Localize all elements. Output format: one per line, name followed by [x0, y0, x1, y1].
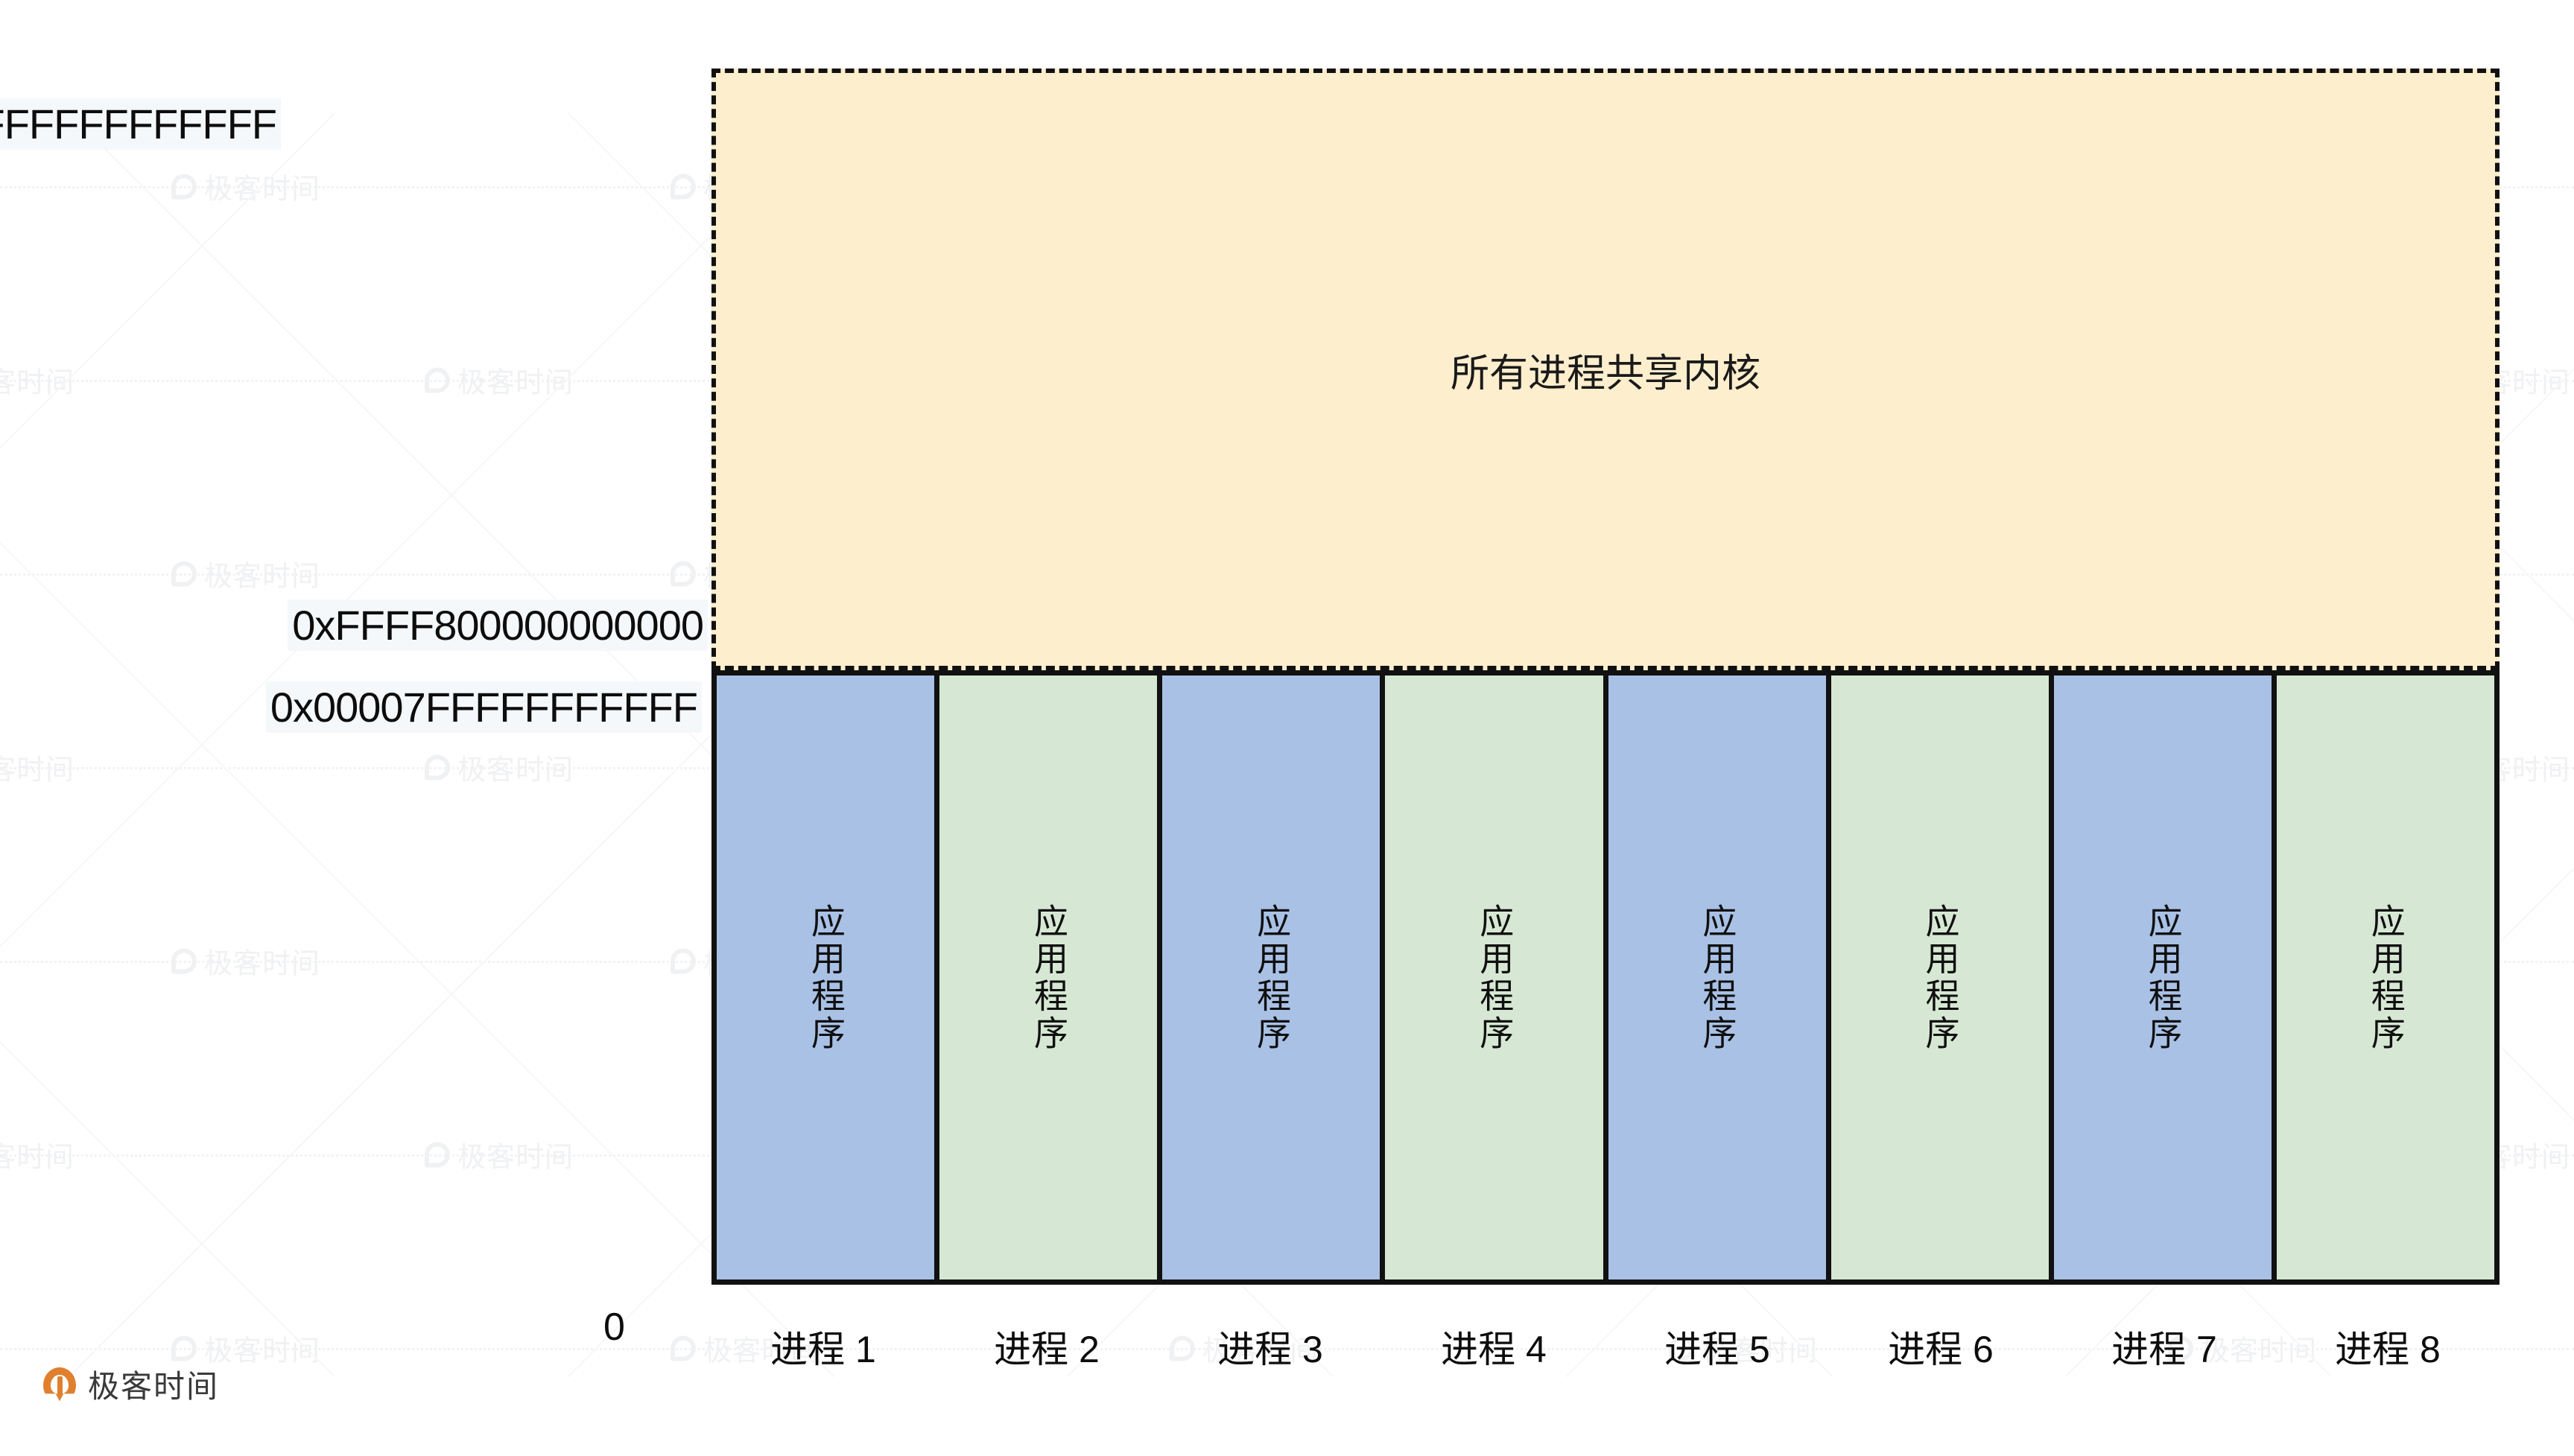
watermark-logo-icon [171, 561, 197, 586]
watermark-logo-icon [670, 561, 696, 586]
application-label: 应用程序 [806, 903, 846, 1052]
address-label-user-top: 0x00007FFFFFFFFFFF [265, 681, 702, 733]
watermark-mark: 极客时间 [171, 166, 320, 207]
watermark-logo-icon [171, 948, 197, 973]
address-label-zero: 0 [603, 1306, 625, 1349]
brand-name: 极客时间 [88, 1369, 220, 1404]
watermark-mark: 极客时间 [171, 553, 320, 594]
watermark-text: 极客时间 [457, 367, 574, 399]
process-column: 应用程序 [2053, 675, 2277, 1279]
application-label: 应用程序 [1252, 903, 1292, 1052]
watermark-text: 极客时间 [203, 1335, 321, 1367]
watermark-mark: 极客时间 [424, 360, 574, 401]
watermark-text: 极客时间 [203, 561, 321, 593]
watermark-logo-icon [171, 1335, 197, 1361]
address-label-top: 0xFFFFFFFFFFFFFFFF [0, 98, 281, 150]
watermark-diagonal-line [0, 112, 835, 1378]
watermark-logo-icon [670, 1335, 696, 1361]
watermark-logo-icon [670, 174, 696, 199]
watermark-text: 极客时间 [0, 754, 75, 786]
process-caption: 进程 8 [2335, 1329, 2441, 1370]
process-caption-row: 进程 1 进程 2 进程 3 进程 4 进程 5 进程 6 进程 7 进程 8 [711, 1317, 2499, 1376]
process-column: 应用程序 [939, 675, 1163, 1279]
process-caption: 进程 7 [2111, 1329, 2217, 1370]
address-label-kernel-base: 0xFFFF800000000000 [288, 600, 708, 651]
process-caption: 进程 3 [1217, 1329, 1323, 1370]
process-column: 应用程序 [717, 675, 940, 1279]
watermark-mark: 极客时间 [424, 1134, 574, 1175]
process-column: 应用程序 [2276, 675, 2494, 1279]
watermark-logo-icon [424, 1142, 450, 1167]
watermark-logo-icon [424, 754, 450, 780]
process-caption: 进程 1 [770, 1329, 876, 1370]
process-caption: 进程 5 [1664, 1329, 1770, 1370]
process-caption: 进程 4 [1441, 1329, 1547, 1370]
watermark-mark: 极客时间 [0, 1134, 75, 1175]
watermark-logo-icon [171, 174, 197, 199]
watermark-diagonal-line [0, 112, 336, 1378]
brand-logo: 极客时间 [43, 1361, 219, 1407]
process-column: 应用程序 [1830, 675, 2054, 1279]
watermark-mark: 极客时间 [424, 747, 574, 788]
process-caption: 进程 6 [1888, 1329, 1994, 1370]
process-column: 应用程序 [1608, 675, 1831, 1279]
application-label: 应用程序 [1698, 903, 1737, 1052]
process-column: 应用程序 [1162, 675, 1386, 1279]
geektime-logo-icon [43, 1367, 76, 1402]
application-label: 应用程序 [2366, 903, 2406, 1052]
watermark-text: 极客时间 [0, 367, 75, 399]
application-label: 应用程序 [1921, 903, 1960, 1052]
kernel-region-box [711, 69, 2499, 670]
user-space-process-strip: 应用程序 应用程序 应用程序 应用程序 应用程序 应用程序 应用程序 应用程序 [711, 670, 2499, 1285]
watermark-mark: 极客时间 [0, 360, 75, 401]
watermark-logo-icon [424, 367, 450, 392]
process-caption: 进程 2 [994, 1329, 1100, 1370]
watermark-text: 极客时间 [203, 948, 321, 980]
watermark-logo-icon [670, 948, 696, 973]
watermark-mark: 极客时间 [0, 747, 75, 788]
watermark-text: 极客时间 [0, 1142, 75, 1174]
process-column: 应用程序 [1385, 675, 1608, 1279]
watermark-text: 极客时间 [203, 174, 321, 206]
application-label: 应用程序 [2143, 903, 2183, 1052]
watermark-text: 极客时间 [457, 1142, 574, 1174]
application-label: 应用程序 [1030, 903, 1069, 1052]
application-label: 应用程序 [1475, 903, 1515, 1052]
watermark-text: 极客时间 [457, 754, 574, 786]
watermark-diagonal-line [0, 112, 336, 1378]
watermark-mark: 极客时间 [171, 941, 320, 982]
watermark-diagonal-line [0, 112, 835, 1378]
